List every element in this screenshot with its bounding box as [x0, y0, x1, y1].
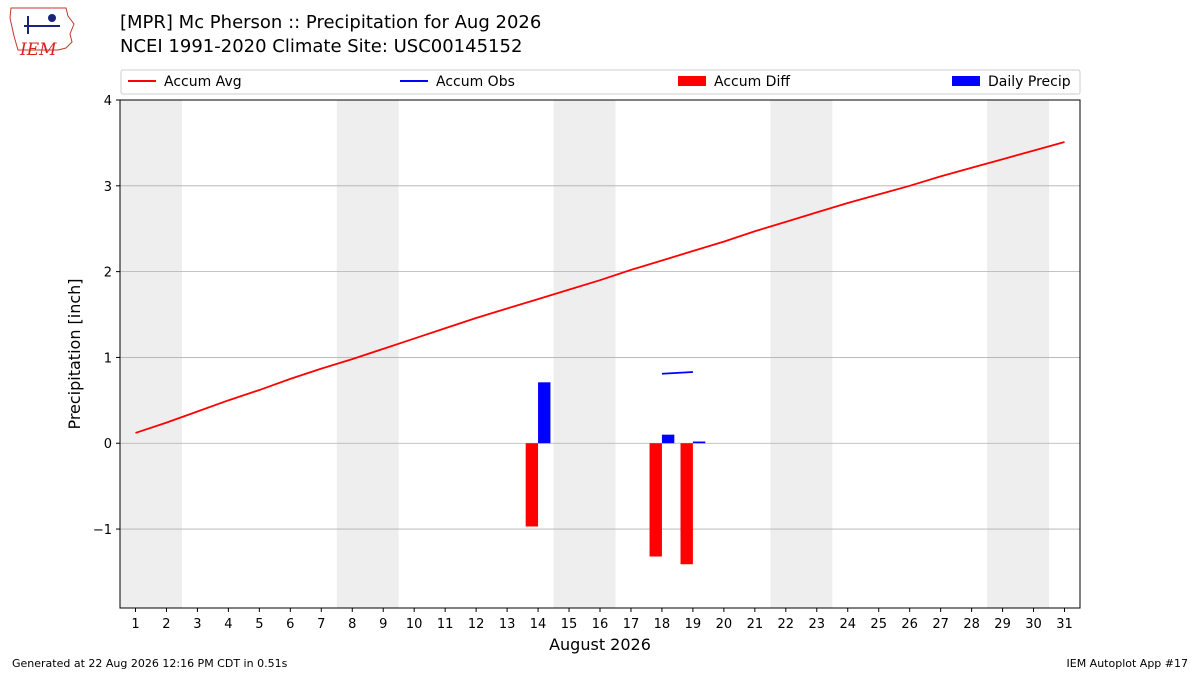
accum-avg-line — [135, 141, 1065, 434]
x-tick-label: 28 — [963, 617, 980, 632]
y-tick-label: 3 — [104, 180, 112, 195]
iowa-map-icon — [9, 7, 75, 51]
x-tick-label: 8 — [348, 617, 356, 632]
bar-marks — [525, 382, 706, 565]
x-tick-label: 13 — [499, 617, 516, 632]
daily-precip-bar — [538, 382, 551, 444]
x-tick-label: 18 — [654, 617, 671, 632]
weekend-band — [770, 100, 833, 608]
x-tick-label: 9 — [379, 617, 387, 632]
x-tick-label: 15 — [561, 617, 578, 632]
legend-label: Accum Diff — [714, 74, 790, 90]
line-marks — [135, 141, 1065, 434]
weekend-band — [120, 100, 182, 608]
y-axis-label: Precipitation [inch] — [65, 278, 84, 429]
x-tick-label: 4 — [224, 617, 232, 632]
x-axis-label: August 2026 — [549, 635, 651, 654]
legend-bar-swatch — [678, 76, 706, 86]
x-tick-label: 21 — [747, 617, 764, 632]
x-tick-label: 1 — [131, 617, 139, 632]
y-tick-label: 1 — [104, 351, 112, 366]
x-tick-label: 3 — [193, 617, 201, 632]
legend-box — [120, 69, 1081, 95]
x-axis-ticks: 1 2 3 4 5 6 7 8 9 10 11 12 13 14 15 16 17 18 19 20 21 22 23 24 2… — [131, 608, 1073, 632]
accum-obs-line — [661, 371, 693, 375]
x-tick-label: 14 — [530, 617, 547, 632]
accum-diff-bar — [680, 443, 693, 565]
x-tick-label: 5 — [255, 617, 263, 632]
legend-label: Accum Obs — [436, 74, 515, 90]
x-tick-label: 30 — [1025, 617, 1042, 632]
x-tick-label: 2 — [162, 617, 170, 632]
app-credit: IEM Autoplot App #17 — [1066, 657, 1189, 670]
legend-label: Daily Precip — [988, 74, 1071, 90]
y-tick-label: −1 — [93, 523, 112, 538]
x-tick-label: 6 — [286, 617, 294, 632]
x-tick-label: 10 — [406, 617, 423, 632]
x-tick-label: 20 — [716, 617, 733, 632]
x-tick-label: 25 — [870, 617, 887, 632]
x-tick-label: 16 — [592, 617, 609, 632]
x-tick-label: 26 — [901, 617, 918, 632]
x-tick-label: 31 — [1056, 617, 1073, 632]
chart-title: [MPR] Mc Pherson :: Precipitation for Au… — [120, 12, 542, 33]
y-axis-ticks: −1 0 1 2 3 4 — [93, 94, 120, 538]
x-tick-label: 11 — [437, 617, 454, 632]
daily-precip-bar — [661, 434, 675, 444]
x-tick-label: 23 — [809, 617, 826, 632]
y-tick-label: 4 — [104, 94, 112, 109]
weekend-band — [553, 100, 616, 608]
legend-bar-swatch — [952, 76, 980, 86]
weekend-bands — [120, 100, 1050, 608]
legend-label: Accum Avg — [164, 74, 242, 90]
y-tick-label: 2 — [104, 266, 112, 281]
x-tick-label: 27 — [932, 617, 949, 632]
logo-text: IEM — [20, 40, 57, 60]
weekend-band — [987, 100, 1050, 608]
accum-diff-bar — [649, 443, 662, 557]
x-tick-label: 17 — [623, 617, 640, 632]
x-tick-label: 29 — [994, 617, 1011, 632]
x-tick-label: 22 — [778, 617, 795, 632]
accum-diff-bar — [525, 443, 539, 527]
daily-precip-bar — [692, 441, 706, 444]
iem-logo: IEM — [8, 6, 78, 60]
y-tick-label: 0 — [104, 437, 112, 452]
legend: Accum Avg Accum Obs Accum Diff Daily Precip — [120, 69, 1081, 95]
x-tick-label: 7 — [317, 617, 325, 632]
x-tick-label: 24 — [839, 617, 856, 632]
chart-subtitle: NCEI 1991-2020 Climate Site: USC00145152 — [120, 36, 523, 57]
x-tick-label: 12 — [468, 617, 485, 632]
x-tick-label: 19 — [685, 617, 702, 632]
generated-note: Generated at 22 Aug 2026 12:16 PM CDT in… — [12, 657, 288, 670]
